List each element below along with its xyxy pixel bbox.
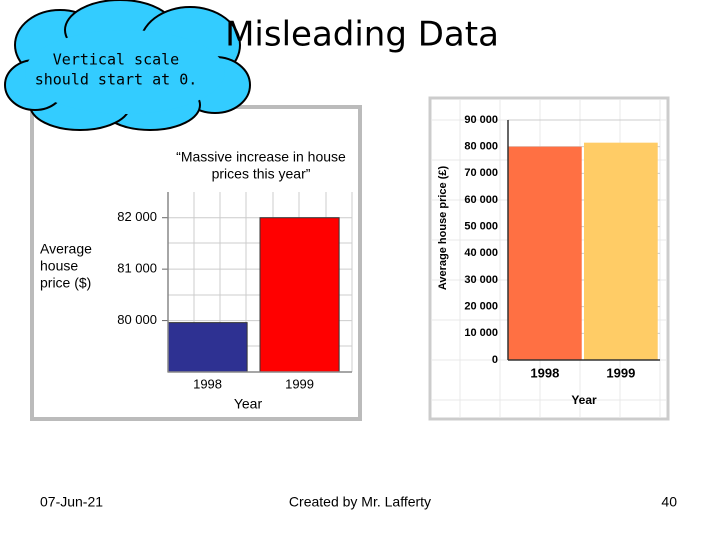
y-tick-label: 0 (492, 354, 498, 366)
y-tick-label: 20 000 (464, 301, 498, 313)
callout-text: should start at 0. (35, 71, 198, 89)
page-number: 40 (661, 494, 677, 510)
slide-title: Misleading Data (225, 15, 499, 55)
bar (259, 217, 340, 373)
x-axis-label: Year (571, 393, 597, 407)
date: 07-Jun-21 (40, 494, 103, 510)
y-axis-label: Average (40, 241, 92, 257)
y-tick-label: 10 000 (464, 327, 498, 339)
x-tick-label: 1998 (193, 376, 222, 391)
x-axis-label: Year (234, 396, 263, 412)
y-axis-label: house (40, 258, 78, 274)
bar (167, 322, 248, 373)
y-tick-label: 70 000 (464, 167, 498, 179)
y-tick-label: 50 000 (464, 221, 498, 233)
y-tick-label: 80 000 (464, 141, 498, 153)
y-tick-label: 60 000 (464, 194, 498, 206)
y-tick-label: 82 000 (117, 209, 157, 224)
y-tick-label: 81 000 (117, 261, 157, 276)
footer: Created by Mr. Lafferty (289, 494, 431, 510)
y-axis-label: Average house price (£) (437, 166, 449, 291)
bar (508, 146, 582, 360)
x-tick-label: 1999 (606, 365, 635, 380)
y-tick-label: 30 000 (464, 274, 498, 286)
y-tick-label: 80 000 (117, 312, 157, 327)
x-tick-label: 1998 (530, 365, 559, 380)
x-tick-label: 1999 (285, 376, 314, 391)
chart-title: prices this year” (212, 166, 311, 182)
callout-text: Vertical scale (53, 51, 179, 69)
callout-fill (25, 30, 225, 114)
y-axis-label: price ($) (40, 275, 91, 291)
chart-title: “Massive increase in house (176, 149, 346, 165)
y-tick-label: 90 000 (464, 114, 498, 126)
y-tick-label: 40 000 (464, 247, 498, 259)
bar (584, 142, 658, 360)
